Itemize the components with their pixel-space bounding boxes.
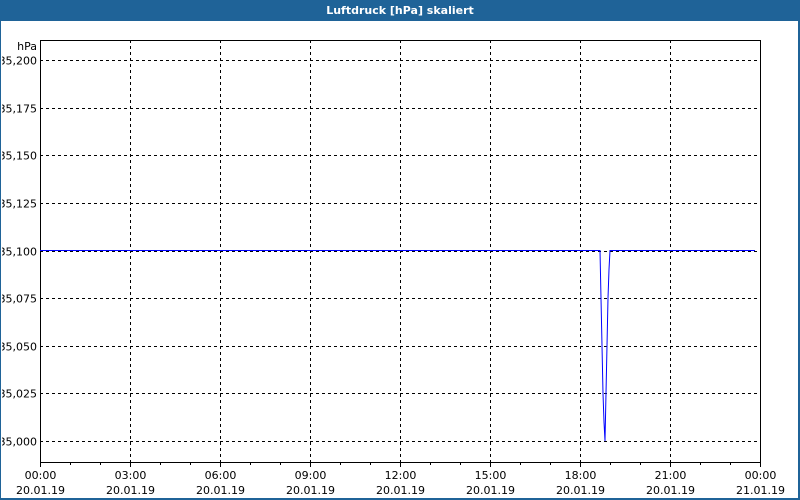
chart-panel [1, 21, 798, 498]
plot-area [40, 40, 761, 463]
y-tick-label: 985,200 [0, 55, 37, 68]
x-tick-date: 20.01.19 [16, 484, 65, 497]
x-tick-time: 15:00 [475, 469, 507, 482]
y-tick-label: 985,025 [0, 388, 37, 401]
y-axis-unit-label: hPa [17, 40, 37, 53]
x-tick-time: 09:00 [295, 469, 327, 482]
y-tick-label: 985,050 [0, 341, 37, 354]
x-tick-time: 00:00 [25, 469, 57, 482]
y-tick-label: 985,150 [0, 150, 37, 163]
x-tick-date: 20.01.19 [556, 484, 605, 497]
series-line [40, 250, 755, 442]
y-tick-label: 985,175 [0, 103, 37, 116]
y-tick-label: 985,000 [0, 436, 37, 449]
x-tick-date: 20.01.19 [466, 484, 515, 497]
x-tick-date: 20.01.19 [286, 484, 335, 497]
x-tick-time: 12:00 [385, 469, 417, 482]
x-tick-time: 06:00 [205, 469, 237, 482]
y-tick-label: 985,100 [0, 246, 37, 259]
x-tick-time: 21:00 [655, 469, 687, 482]
y-tick-label: 985,125 [0, 198, 37, 211]
x-tick-time: 03:00 [115, 469, 147, 482]
chart-title: Luftdruck [hPa] skaliert [326, 4, 474, 17]
x-tick-date: 21.01.19 [736, 484, 785, 497]
x-tick-time: 00:00 [745, 469, 777, 482]
x-tick-date: 20.01.19 [196, 484, 245, 497]
x-tick-date: 20.01.19 [376, 484, 425, 497]
x-tick-time: 18:00 [565, 469, 597, 482]
x-tick-date: 20.01.19 [106, 484, 155, 497]
y-tick-label: 985,075 [0, 293, 37, 306]
x-tick-date: 20.01.19 [646, 484, 695, 497]
